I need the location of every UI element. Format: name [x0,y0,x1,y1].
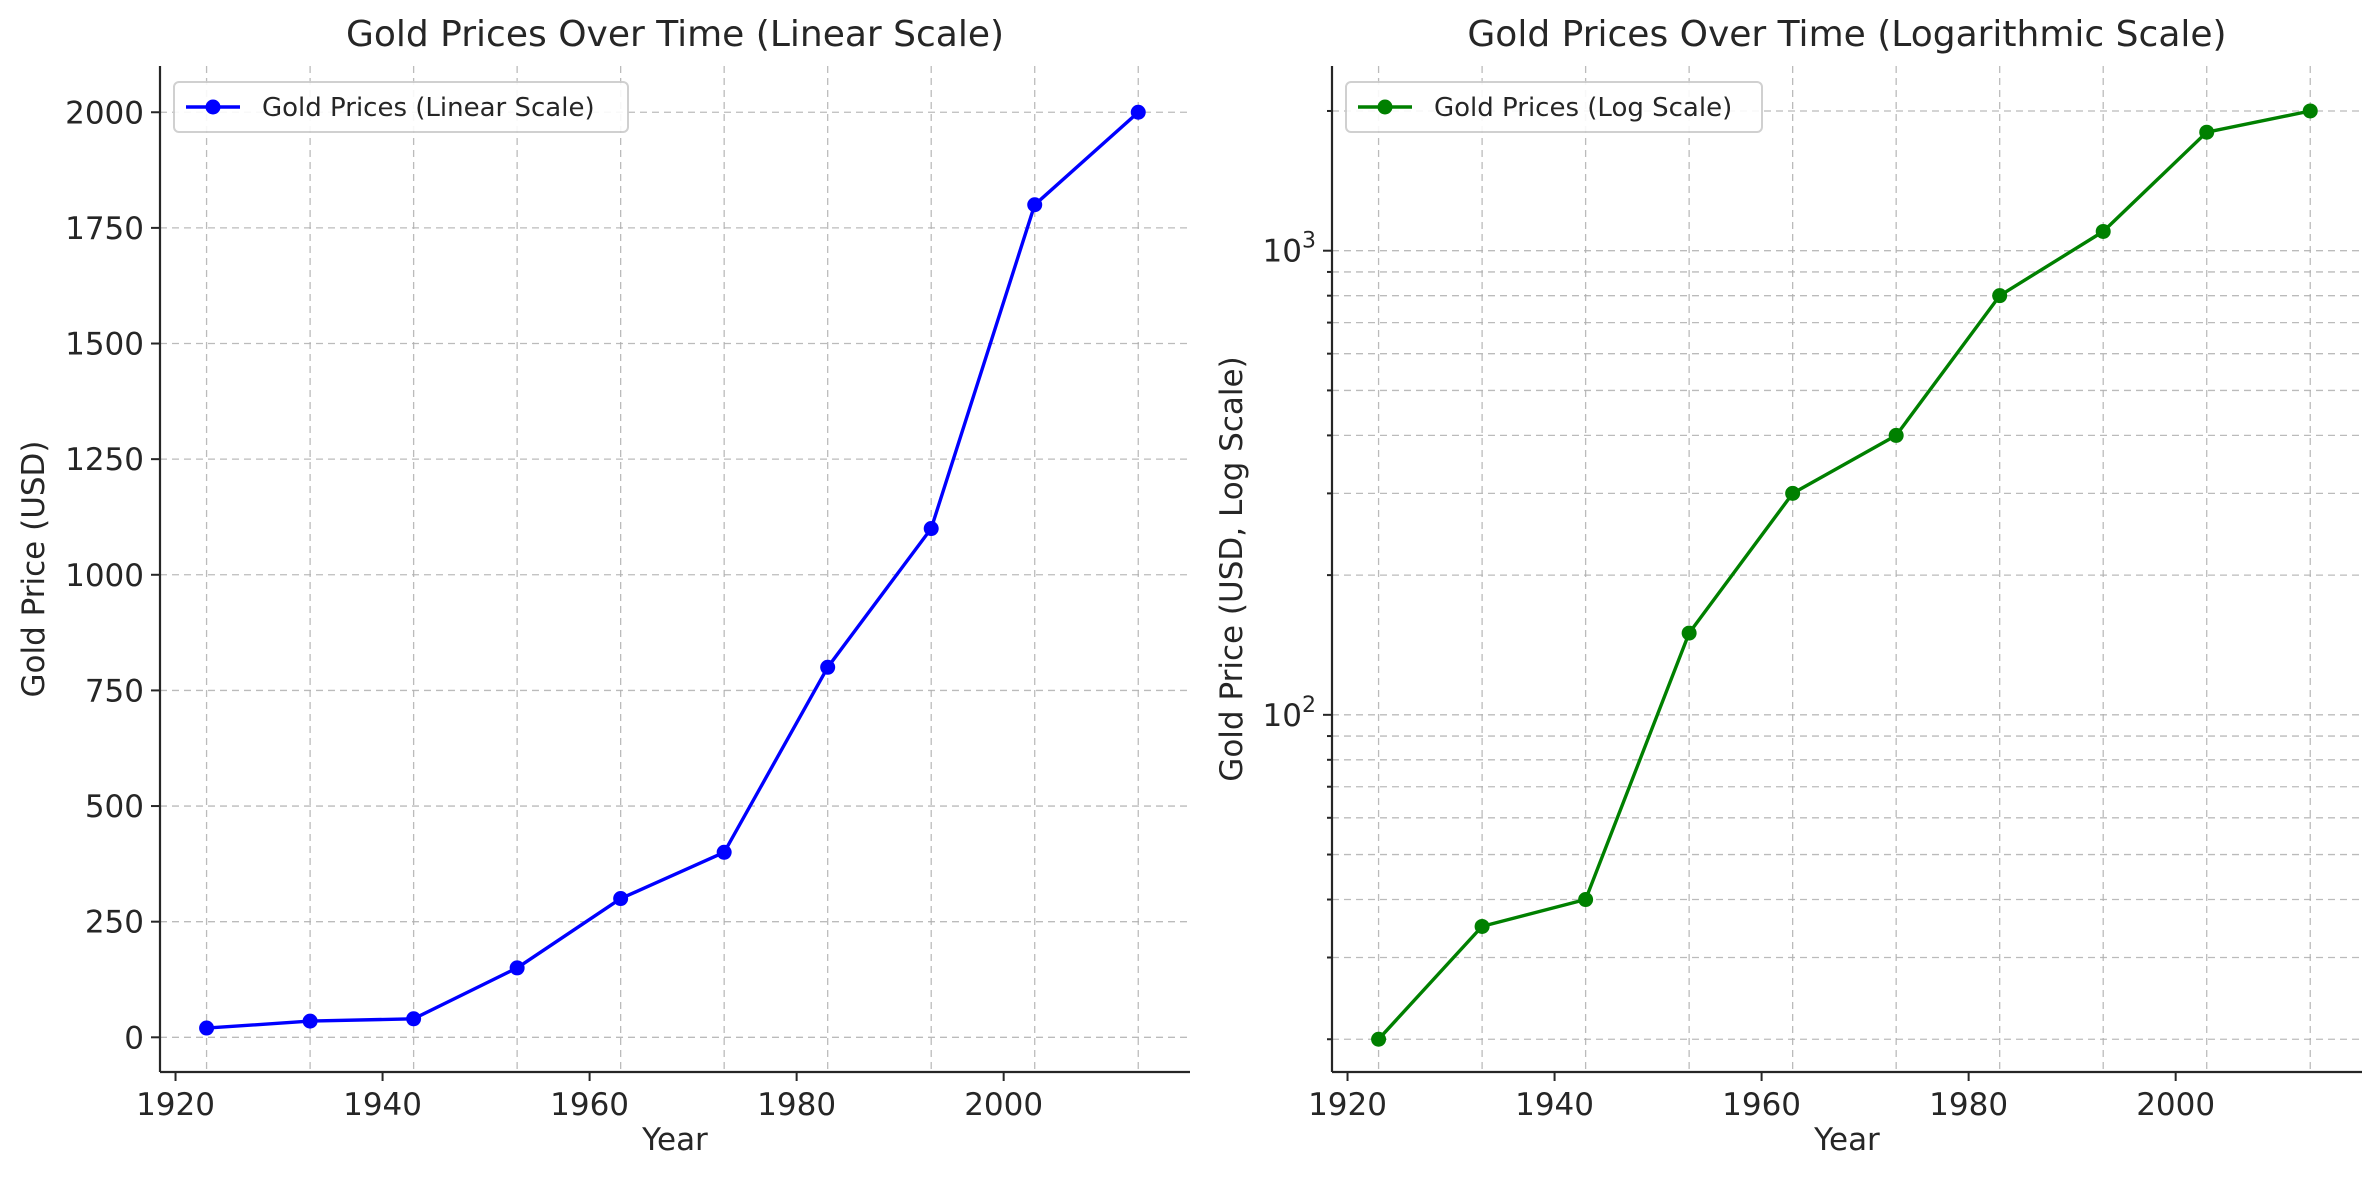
data-point [1785,485,1801,501]
y-tick-label: 1750 [65,211,144,247]
data-point [2095,223,2111,239]
x-tick-label: 1980 [757,1087,836,1123]
data-point [1888,427,1904,443]
x-tick-label: 2000 [2136,1087,2215,1123]
x-tick-label: 1920 [136,1087,215,1123]
y-axis-label: Gold Price (USD) [16,440,52,697]
x-tick-label: 1940 [1515,1087,1594,1123]
y-tick-label: 1500 [65,327,144,363]
legend-marker [1377,99,1393,115]
x-tick-label: 1920 [1308,1087,1387,1123]
x-tick-label: 1940 [343,1087,422,1123]
linear-chart: 1920 1940 1960 1980 2000 0 250 500 750 1000 1250 15… [16,14,1190,1158]
y-tick-label: 750 [85,673,144,709]
chart-title: Gold Prices Over Time (Linear Scale) [346,14,1004,55]
legend-frame [1345,81,1763,133]
y-tick-label: 2000 [65,95,144,131]
log-chart: 1920 1940 1960 1980 2000 102 103 Gold Prices Ov… [1214,14,2362,1158]
series-line [1377,109,2311,1041]
y-axis-label: Gold Price (USD, Log Scale) [1214,356,1250,781]
data-point [716,844,732,860]
chart-title: Gold Prices Over Time (Logarithmic Scale… [1467,14,2226,55]
y-tick-label: 0 [124,1020,144,1056]
data-point [613,891,629,907]
data-point [509,960,525,976]
legend: Gold Prices (Linear Scale) [173,81,629,133]
x-tick-label: 2000 [964,1087,1043,1123]
legend-label: Gold Prices (Linear Scale) [262,93,595,123]
data-point [1578,892,1594,908]
legend-label: Gold Prices (Log Scale) [1434,93,1732,123]
data-point [1130,104,1146,120]
data-point [1474,918,1490,934]
y-tick-label: 250 [85,905,144,941]
data-point [2302,103,2318,119]
x-tick-label: 1960 [550,1087,629,1123]
data-point [1371,1031,1387,1047]
x-axis-label: Year [641,1122,708,1158]
legend: Gold Prices (Log Scale) [1345,81,1763,133]
series-line [206,111,1140,1030]
data-point [2199,124,2215,140]
y-tick-label: 500 [85,789,144,825]
y-tick-label: 102 [1263,693,1316,734]
y-tick-label: 1000 [65,558,144,594]
data-point [302,1013,318,1029]
data-point [406,1011,422,1027]
data-point [1992,288,2008,304]
data-point [1681,625,1697,641]
data-point [820,659,836,675]
y-tick-label: 103 [1263,229,1316,270]
x-axis-label: Year [1813,1122,1880,1158]
data-point [923,521,939,537]
x-tick-label: 1960 [1722,1087,1801,1123]
legend-marker [205,99,221,115]
y-tick-label: 1250 [65,442,144,478]
data-point [1027,197,1043,213]
legend-frame [173,81,629,133]
x-tick-label: 1980 [1929,1087,2008,1123]
data-point [199,1020,215,1036]
